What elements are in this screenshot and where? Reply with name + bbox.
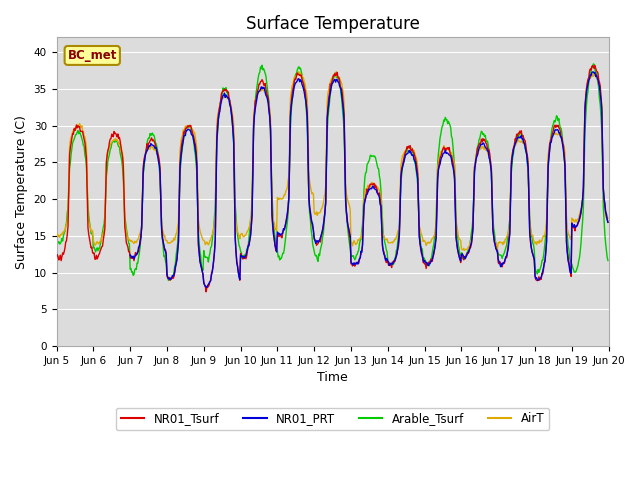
Arable_Tsurf [120,176,127,181]
Arable_Tsurf [63,220,70,226]
AirT [52,232,60,238]
NR01_Tsurf [400,155,408,160]
Arable_Tsurf [589,61,597,67]
AirT [604,216,612,221]
Arable_Tsurf [52,239,60,245]
Arable_Tsurf [176,170,184,176]
Text: BC_met: BC_met [68,49,117,62]
NR01_PRT [604,219,612,225]
X-axis label: Time: Time [317,372,348,384]
Arable_Tsurf [604,258,612,264]
AirT [205,242,212,248]
Title: Surface Temperature: Surface Temperature [246,15,420,33]
Arable_Tsurf [400,158,408,164]
Y-axis label: Surface Temperature (C): Surface Temperature (C) [15,115,28,269]
Legend: NR01_Tsurf, NR01_PRT, Arable_Tsurf, AirT: NR01_Tsurf, NR01_PRT, Arable_Tsurf, AirT [116,408,549,430]
AirT [400,150,408,156]
NR01_Tsurf [591,62,599,68]
Line: AirT: AirT [56,72,608,250]
NR01_Tsurf [205,282,213,288]
NR01_Tsurf [63,238,70,243]
Line: Arable_Tsurf: Arable_Tsurf [56,64,608,280]
Line: NR01_PRT: NR01_PRT [130,72,608,288]
AirT [416,226,424,231]
NR01_Tsurf [416,241,424,247]
NR01_Tsurf [120,163,127,168]
NR01_Tsurf [604,219,612,225]
AirT [175,181,183,187]
Arable_Tsurf [164,277,172,283]
NR01_PRT [399,161,407,167]
Line: NR01_Tsurf: NR01_Tsurf [56,65,608,292]
NR01_PRT [175,202,183,208]
AirT [333,69,340,74]
AirT [63,222,70,228]
NR01_Tsurf [202,289,210,295]
NR01_Tsurf [175,200,183,205]
Arable_Tsurf [205,253,213,259]
AirT [120,157,127,163]
Arable_Tsurf [416,232,424,238]
NR01_Tsurf [52,253,60,259]
NR01_PRT [205,282,212,288]
AirT [461,247,468,253]
NR01_PRT [415,234,423,240]
